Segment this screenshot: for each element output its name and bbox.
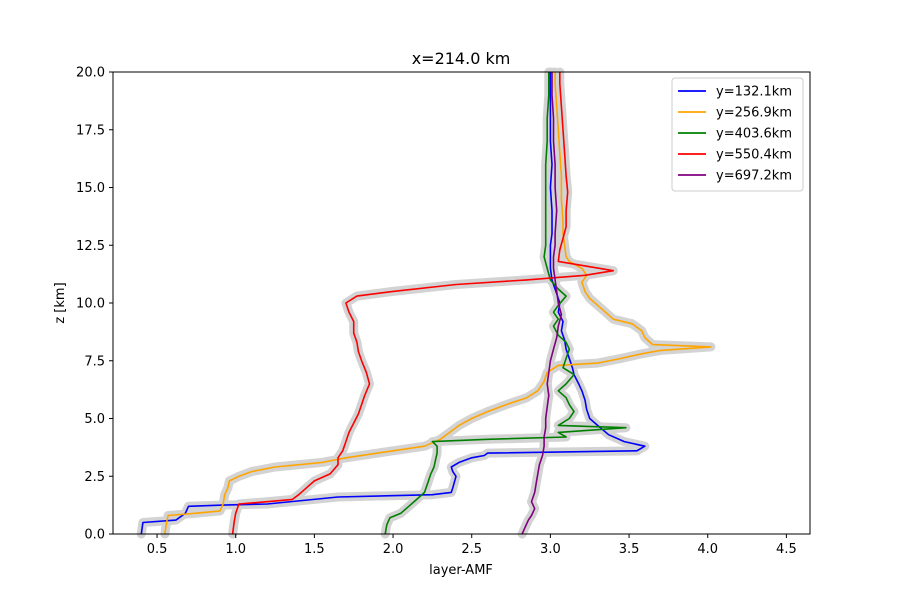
y-tick-label: 20.0 [76,66,105,81]
y-tick-label: 17.5 [76,123,105,138]
x-tick-label: 2.0 [383,542,404,557]
x-tick-label: 3.0 [540,542,561,557]
legend-entry-label: y=403.6km [716,127,792,142]
y-tick-label: 12.5 [76,239,105,254]
x-axis: 0.5 1.0 1.5 2.0 2.5 3.0 3.5 4.0 4.5 [147,534,797,557]
legend: y=132.1km y=256.9km y=403.6km y=550.4km y=69… [671,77,804,192]
chart-title: x=214.0 km [412,49,511,68]
y-tick-label: 15.0 [76,181,105,196]
x-axis-label: layer-AMF [429,563,493,578]
y-tick-label: 0.0 [84,528,105,543]
x-tick-label: 3.5 [619,542,640,557]
legend-box [671,77,804,192]
legend-entry-label: y=256.9km [716,106,792,121]
x-tick-label: 0.5 [147,542,168,557]
x-tick-label: 1.5 [304,542,325,557]
plot-area [136,67,716,539]
y-tick-label: 2.5 [84,470,105,485]
x-tick-label: 2.5 [461,542,482,557]
y-tick-label: 7.5 [84,354,105,369]
y-tick-label: 10.0 [76,297,105,312]
y-axis: 0.0 2.5 5.0 7.5 10.0 12.5 15.0 17.5 20.0 [76,66,113,543]
series-line-2 [164,72,712,535]
y-axis-label: z [km] [53,282,68,323]
series-line-3 [384,72,627,535]
legend-entry-label: y=697.2km [716,169,792,184]
x-tick-label: 4.0 [697,542,718,557]
series-line-5 [521,72,563,535]
y-tick-label: 5.0 [84,412,105,427]
legend-entry-label: y=550.4km [716,148,792,163]
x-tick-label: 1.0 [225,542,246,557]
legend-entry-label: y=132.1km [716,85,792,100]
series-line-1 [140,72,646,535]
series-line-4 [231,72,615,535]
x-tick-label: 4.5 [776,542,797,557]
